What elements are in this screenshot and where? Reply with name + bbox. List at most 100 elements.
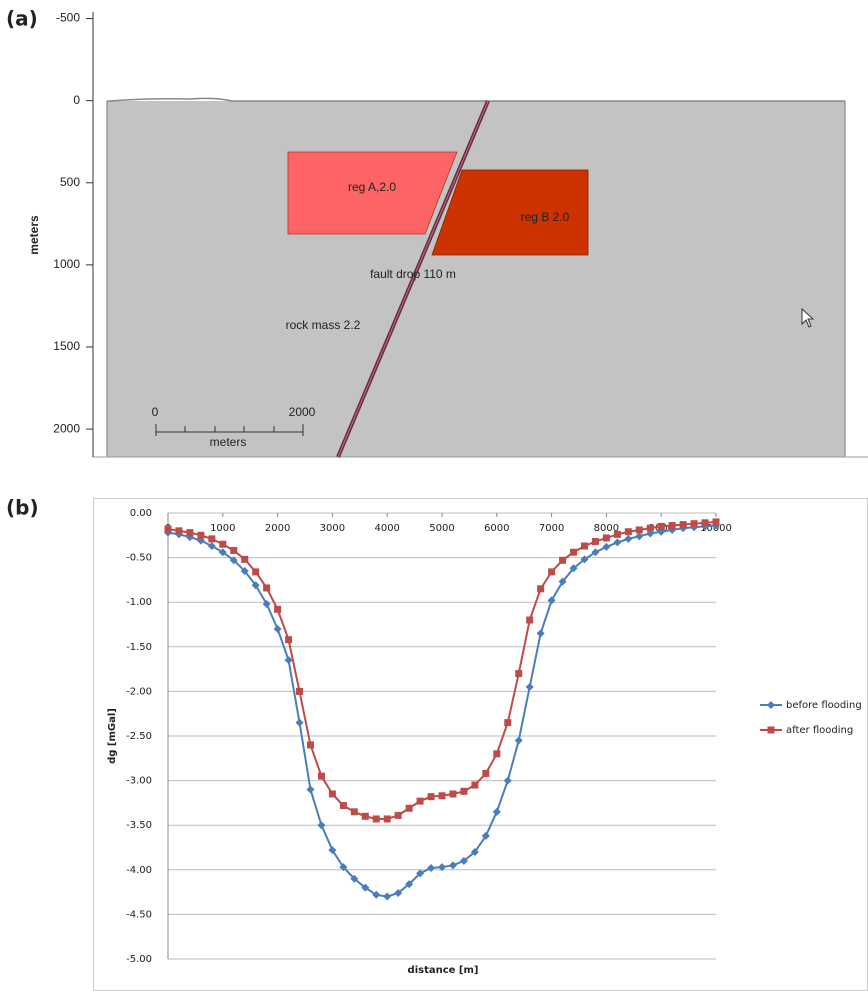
marker [296, 687, 304, 695]
marker [548, 568, 556, 576]
marker [262, 599, 271, 608]
y-tick-label: 1000 [53, 257, 80, 271]
marker [504, 719, 512, 727]
marker [263, 584, 271, 592]
marker [602, 534, 610, 542]
marker [372, 815, 380, 823]
marker [405, 880, 414, 889]
marker [252, 568, 260, 576]
marker [339, 802, 347, 810]
marker [537, 585, 545, 593]
region-b [431, 169, 589, 256]
marker [635, 532, 644, 541]
x-tick-label: 2000 [265, 523, 290, 534]
marker [241, 555, 249, 563]
y-tick-label: -4.50 [126, 909, 152, 920]
y-tick-label: 0 [73, 93, 80, 107]
x-axis-label: distance [m] [408, 965, 479, 976]
panel-label: (a) [6, 7, 38, 31]
marker [317, 821, 326, 830]
marker [164, 525, 172, 533]
marker [679, 521, 687, 529]
marker [207, 542, 216, 551]
annotation: fault drop 110 m [370, 267, 456, 281]
marker [219, 540, 227, 548]
marker [624, 528, 632, 536]
marker [208, 535, 216, 543]
marker [547, 596, 556, 605]
y-tick-label: -3.00 [126, 776, 152, 787]
marker [251, 581, 260, 590]
annotation: reg B 2.0 [521, 210, 570, 224]
marker [459, 856, 468, 865]
x-tick-label: 5000 [429, 523, 454, 534]
marker [503, 776, 512, 785]
marker [438, 863, 446, 872]
marker [186, 529, 194, 537]
marker [492, 807, 501, 816]
marker [569, 564, 578, 573]
marker [438, 792, 446, 800]
marker [284, 656, 293, 665]
marker [448, 861, 457, 870]
y-tick-label: -2.00 [126, 686, 152, 697]
marker [767, 726, 775, 734]
marker [306, 741, 314, 749]
marker [570, 548, 578, 556]
y-tick-label: -1.50 [126, 642, 152, 653]
y-tick-label: 0.00 [130, 508, 152, 519]
marker [657, 522, 665, 530]
y-tick-label: 2000 [53, 421, 80, 435]
marker [646, 524, 654, 532]
x-tick-label: 6000 [484, 523, 509, 534]
marker [482, 769, 490, 777]
marker [230, 546, 238, 554]
marker [526, 616, 534, 624]
marker [372, 890, 381, 899]
y-tick-label: -0.50 [126, 553, 152, 564]
fault-inner [337, 100, 489, 458]
scale-tick-label: 2000 [289, 405, 316, 419]
marker [383, 892, 392, 901]
marker [427, 793, 435, 801]
marker [580, 542, 588, 550]
marker [350, 874, 359, 883]
marker [515, 670, 523, 678]
marker [712, 518, 720, 526]
marker [383, 815, 391, 823]
scale-bar [155, 424, 304, 436]
marker [591, 548, 600, 557]
marker [635, 526, 643, 534]
marker [328, 846, 337, 855]
marker [701, 519, 709, 527]
x-tick-label: 1000 [210, 523, 235, 534]
y-tick-label: -5.00 [126, 954, 152, 965]
y-axis-label: meters [27, 215, 41, 255]
marker [470, 847, 479, 856]
annotation: reg A,2.0 [348, 180, 396, 194]
marker [514, 736, 523, 745]
scale-tick-label: 0 [152, 405, 159, 419]
marker [361, 812, 369, 820]
marker [591, 538, 599, 546]
marker [460, 787, 468, 795]
marker [416, 869, 425, 878]
marker [394, 811, 402, 819]
y-tick-label: 500 [60, 175, 80, 189]
y-tick-label: -4.00 [126, 865, 152, 876]
marker [295, 718, 304, 727]
marker [536, 629, 545, 638]
marker [559, 556, 567, 564]
marker [602, 542, 611, 551]
x-tick-label: 8000 [594, 523, 619, 534]
marker [449, 790, 457, 798]
marker [229, 556, 238, 565]
scale-label: meters [210, 435, 247, 449]
marker [240, 566, 249, 575]
y-tick-label: -500 [56, 11, 80, 25]
y-axis-label: dg [mGal] [107, 708, 118, 764]
region-a [287, 151, 458, 235]
marker [394, 888, 403, 897]
y-tick-label: -2.50 [126, 731, 152, 742]
